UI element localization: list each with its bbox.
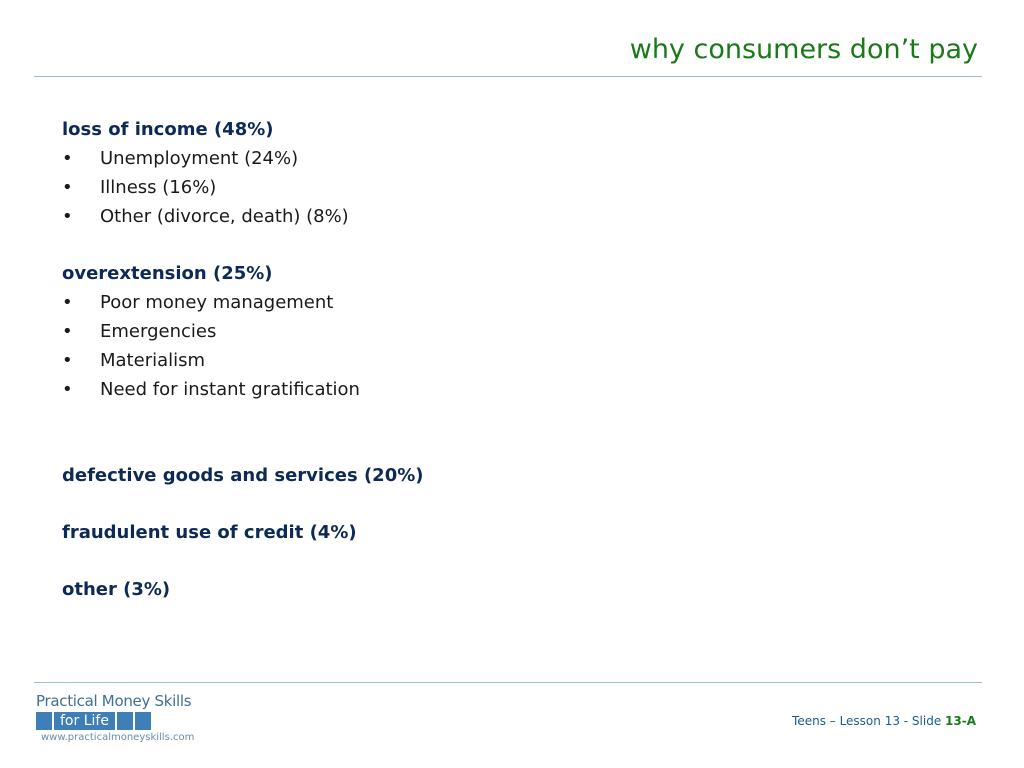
spacer: [62, 231, 762, 259]
list-item: • Illness (16%): [62, 173, 762, 202]
footer-text: Teens – Lesson 13 - Slide: [792, 714, 946, 728]
list-item-text: Other (divorce, death) (8%): [100, 206, 349, 227]
bullet-icon: •: [62, 177, 73, 198]
section-heading: other (3%): [62, 579, 171, 600]
bottom-divider: [34, 682, 982, 683]
bullet-list: • Unemployment (24%) • Illness (16%) • Othe…: [62, 144, 762, 231]
bullet-list: • Poor money management • Emergencies • Mat…: [62, 288, 762, 404]
list-item-text: Materialism: [100, 350, 206, 371]
section-other: other (3%): [62, 575, 762, 604]
list-item: • Unemployment (24%): [62, 144, 762, 173]
bullet-icon: •: [62, 350, 73, 371]
list-item: • Emergencies: [62, 317, 762, 346]
bullet-icon: •: [62, 379, 73, 400]
bullet-icon: •: [62, 148, 73, 169]
logo-square-icon: [36, 711, 52, 730]
top-divider: [34, 76, 982, 77]
spacer: [62, 404, 762, 461]
section-heading: overextension (25%): [62, 263, 273, 284]
section-defective-goods: defective goods and services (20%): [62, 461, 762, 490]
list-item-text: Need for instant gratification: [100, 379, 360, 400]
section-overextension: overextension (25%) • Poor money manageme…: [62, 259, 762, 404]
list-item: • Need for instant gratification: [62, 375, 762, 404]
bullet-icon: •: [62, 321, 73, 342]
list-item: • Other (divorce, death) (8%): [62, 202, 762, 231]
slide-title: why consumers don’t pay: [629, 34, 978, 65]
section-heading: defective goods and services (20%): [62, 465, 424, 486]
list-item-text: Poor money management: [100, 292, 334, 313]
section-heading: fraudulent use of credit (4%): [62, 522, 357, 543]
bullet-icon: •: [62, 292, 73, 313]
list-item-text: Emergencies: [100, 321, 217, 342]
list-item: • Materialism: [62, 346, 762, 375]
logo-line-2: for Life: [54, 711, 115, 730]
practical-money-skills-logo: Practical Money Skills for Life www.prac…: [36, 692, 216, 744]
spacer: [62, 547, 762, 575]
bullet-icon: •: [62, 206, 73, 227]
logo-line-1: Practical Money Skills: [36, 692, 192, 710]
section-heading: loss of income (48%): [62, 119, 274, 140]
list-item: • Poor money management: [62, 288, 762, 317]
slide-footer: Teens – Lesson 13 - Slide 13-A: [792, 714, 976, 728]
logo-square-icon: [134, 711, 151, 730]
section-loss-of-income: loss of income (48%) • Unemployment (24%)…: [62, 115, 762, 231]
logo-band-row: for Life: [36, 711, 216, 730]
section-fraudulent-credit: fraudulent use of credit (4%): [62, 518, 762, 547]
logo-url: www.practicalmoneyskills.com: [41, 732, 195, 743]
logo-square-icon: [116, 711, 133, 730]
slide-content: loss of income (48%) • Unemployment (24%)…: [62, 115, 762, 604]
slide-number: 13-A: [945, 714, 976, 728]
spacer: [62, 490, 762, 518]
list-item-text: Illness (16%): [100, 177, 217, 198]
list-item-text: Unemployment (24%): [100, 148, 299, 169]
